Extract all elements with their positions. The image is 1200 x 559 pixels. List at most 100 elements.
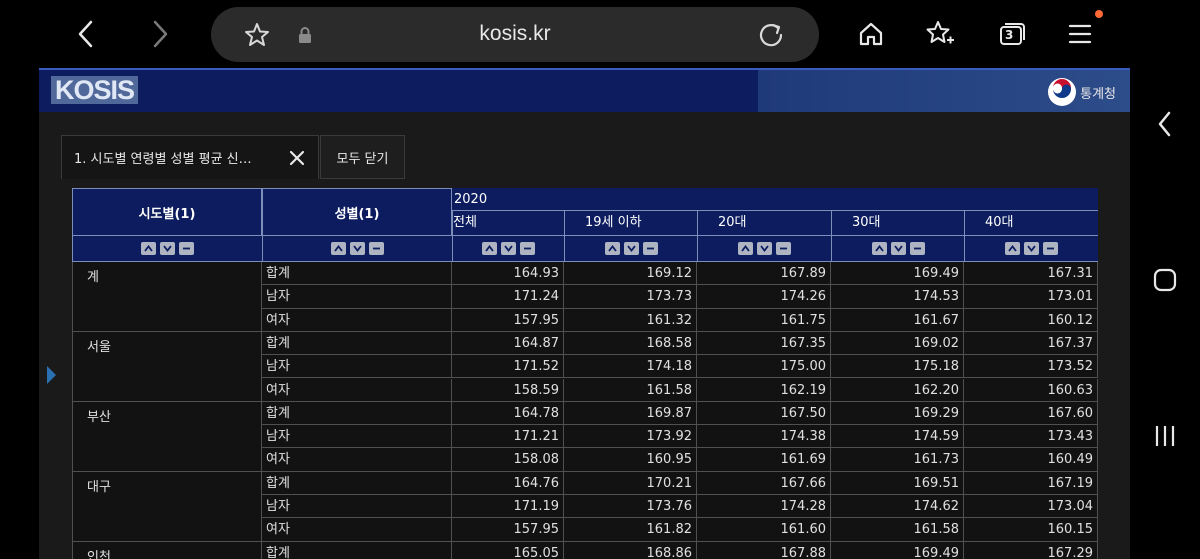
header-region-dimension[interactable]: 시도별(1) (72, 188, 262, 236)
reload-icon[interactable] (755, 19, 787, 51)
data-cell: 174.62 (831, 495, 964, 519)
bookmark-star-icon[interactable] (241, 19, 273, 51)
collapse-icon[interactable] (369, 242, 384, 255)
close-all-tabs-button[interactable]: 모두 닫기 (320, 135, 405, 179)
close-tab-button[interactable] (282, 143, 312, 173)
url-text: kosis.kr (479, 22, 551, 45)
data-cell: 174.53 (831, 285, 964, 309)
data-cell: 161.58 (831, 518, 964, 542)
sort-ascending-icon[interactable] (738, 242, 753, 255)
system-recents-icon[interactable] (1144, 415, 1186, 457)
kosis-logo[interactable]: KOSIS (51, 76, 139, 104)
sex-label[interactable]: 여자 (262, 378, 452, 402)
data-cell: 169.49 (831, 541, 964, 559)
data-cell: 161.82 (564, 518, 697, 542)
data-cell: 173.73 (564, 285, 697, 309)
data-cell: 174.18 (564, 355, 697, 379)
sort-descending-icon[interactable] (890, 242, 906, 255)
column-header[interactable]: 30대 (831, 211, 964, 236)
collapse-icon[interactable] (520, 242, 535, 255)
sex-label[interactable]: 여자 (262, 308, 452, 332)
add-bookmark-icon[interactable] (922, 16, 958, 52)
sort-ascending-icon[interactable] (871, 242, 887, 255)
browser-toolbar: kosis.kr 3 (0, 0, 1200, 68)
home-icon[interactable] (853, 16, 889, 52)
system-home-icon[interactable] (1144, 259, 1186, 301)
sex-label[interactable]: 남자 (262, 495, 452, 519)
data-cell: 167.66 (697, 471, 831, 495)
region-label[interactable]: 인천 (72, 541, 262, 559)
data-cell: 167.29 (964, 541, 1098, 559)
taegeuk-emblem-icon (1048, 78, 1077, 106)
sex-label[interactable]: 여자 (262, 518, 452, 542)
data-cell: 162.20 (831, 378, 964, 402)
sex-label[interactable]: 합계 (262, 471, 452, 495)
sex-label[interactable]: 여자 (262, 448, 452, 472)
sort-descending-icon[interactable] (623, 242, 639, 255)
sort-descending-icon[interactable] (501, 242, 516, 255)
column-header[interactable]: 19세 이하 (564, 211, 697, 236)
data-cell: 175.18 (831, 355, 964, 379)
forward-button[interactable] (140, 14, 180, 54)
data-cell: 161.73 (831, 448, 964, 472)
data-cell: 169.49 (831, 262, 964, 286)
sort-ascending-icon[interactable] (141, 242, 156, 255)
sort-ascending-icon[interactable] (1005, 242, 1020, 255)
tab-active-table[interactable]: 1. 시도별 연령별 성별 평균 신… (61, 135, 319, 179)
column-header[interactable]: 전체 (452, 211, 564, 236)
back-button[interactable] (66, 14, 106, 54)
header-sex-dimension[interactable]: 성별(1) (262, 188, 452, 236)
expand-panel-arrow-icon[interactable] (47, 366, 56, 384)
collapse-icon[interactable] (179, 242, 194, 255)
data-cell: 161.58 (564, 378, 697, 402)
menu-icon[interactable] (1062, 16, 1098, 52)
sex-label[interactable]: 남자 (262, 285, 452, 309)
region-label[interactable]: 서울 (72, 331, 262, 402)
data-cell: 173.92 (564, 425, 697, 449)
data-cell: 167.19 (964, 471, 1098, 495)
sort-descending-icon[interactable] (160, 242, 175, 255)
collapse-icon[interactable] (776, 242, 791, 255)
data-cell: 174.59 (831, 425, 964, 449)
sex-label[interactable]: 합계 (262, 262, 452, 286)
sex-label[interactable]: 남자 (262, 355, 452, 379)
tab-label: 1. 시도별 연령별 성별 평균 신… (74, 152, 252, 167)
tabs-icon[interactable]: 3 (994, 16, 1030, 52)
sex-label[interactable]: 합계 (262, 401, 452, 426)
data-cell: 174.26 (697, 285, 831, 309)
data-cell: 158.08 (452, 448, 564, 472)
sort-descending-icon[interactable] (757, 242, 772, 255)
data-cell: 160.12 (964, 308, 1098, 332)
region-sort-controls (72, 236, 262, 262)
data-cell: 158.59 (452, 378, 564, 402)
address-bar[interactable]: kosis.kr (211, 7, 819, 62)
column-header[interactable]: 20대 (697, 211, 831, 236)
data-cell: 169.02 (831, 331, 964, 356)
collapse-icon[interactable] (909, 242, 925, 255)
column-header[interactable]: 40대 (964, 211, 1098, 236)
sort-ascending-icon[interactable] (482, 242, 497, 255)
sort-descending-icon[interactable] (350, 242, 365, 255)
header-year[interactable]: 2020 (452, 188, 1098, 211)
system-back-icon[interactable] (1144, 103, 1186, 145)
column-sort-controls (697, 236, 831, 262)
collapse-icon[interactable] (1043, 242, 1058, 255)
data-cell: 167.35 (697, 331, 831, 356)
sex-label[interactable]: 남자 (262, 425, 452, 449)
data-cell: 157.95 (452, 308, 564, 332)
sex-sort-controls (262, 236, 452, 262)
region-label[interactable]: 부산 (72, 401, 262, 472)
sex-label[interactable]: 합계 (262, 541, 452, 559)
region-label[interactable]: 대구 (72, 471, 262, 542)
agency-logo[interactable]: 통계청 (1048, 78, 1116, 106)
data-cell: 167.88 (697, 541, 831, 559)
collapse-icon[interactable] (642, 242, 658, 255)
sort-ascending-icon[interactable] (331, 242, 346, 255)
data-cell: 162.19 (697, 378, 831, 402)
data-cell: 175.00 (697, 355, 831, 379)
sex-label[interactable]: 합계 (262, 331, 452, 356)
sort-descending-icon[interactable] (1024, 242, 1039, 255)
sort-ascending-icon[interactable] (604, 242, 620, 255)
data-cell: 171.19 (452, 495, 564, 519)
region-label[interactable]: 계 (72, 262, 262, 332)
